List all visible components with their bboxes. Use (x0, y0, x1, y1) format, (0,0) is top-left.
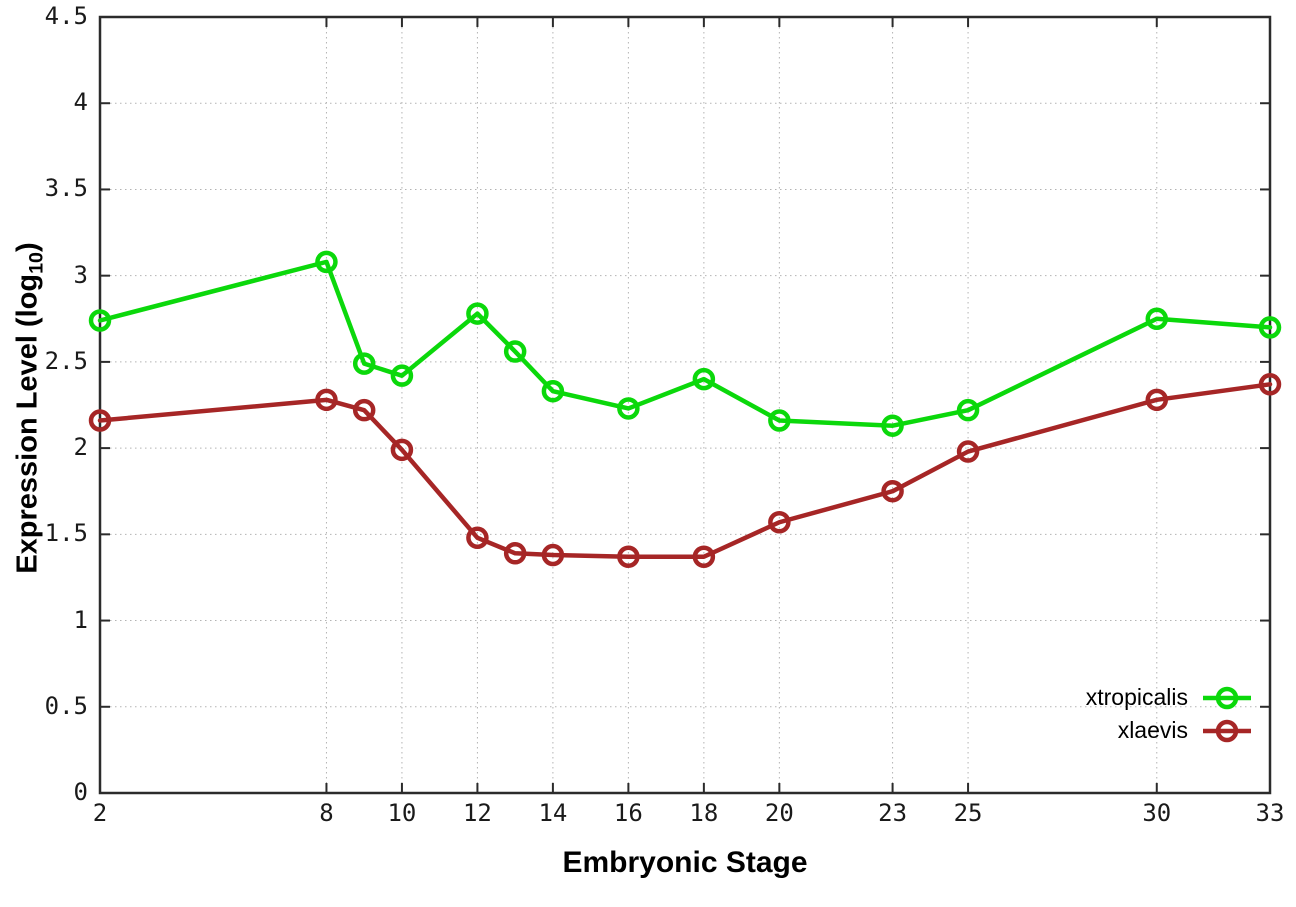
data-point-xtropicalis (1145, 307, 1169, 331)
legend-label-xtropicalis: xtropicalis (1085, 684, 1188, 710)
x-axis-title: Embryonic Stage (562, 846, 808, 879)
y-tick-label: 1.5 (44, 519, 88, 548)
y-tick-label: 4 (73, 88, 88, 117)
data-point-xtropicalis (503, 340, 527, 363)
legend-marker-circle (1215, 686, 1239, 709)
y-tick-label: 0.5 (44, 691, 88, 720)
data-point-xtropicalis (466, 302, 489, 325)
legend-item-xlaevis: xlaevis (1086, 714, 1253, 747)
data-point-xtropicalis (352, 352, 376, 375)
y-tick-label: 1 (73, 605, 88, 634)
data-point-xlaevis (1258, 373, 1282, 396)
y-tick-label: 3.5 (44, 174, 88, 203)
legend-marker-xtropicalis (1203, 686, 1251, 709)
data-point-xlaevis (466, 526, 489, 550)
data-point-xtropicalis (881, 414, 904, 437)
y-tick-label: 3 (73, 260, 88, 289)
data-point-xlaevis (1145, 388, 1169, 412)
y-tick-label: 0 (73, 778, 88, 806)
y-tick-label: 2.5 (44, 346, 88, 375)
data-point-xlaevis (503, 542, 527, 565)
x-tick-label: 18 (689, 799, 719, 827)
x-tick-label: 2 (92, 799, 108, 827)
x-tick-label: 10 (387, 799, 417, 827)
data-point-xlaevis (315, 388, 338, 412)
series-line-xtropicalis (97, 259, 1273, 428)
data-point-xtropicalis (617, 397, 640, 420)
data-point-xlaevis (541, 543, 565, 567)
data-point-xtropicalis (390, 364, 414, 387)
data-point-xlaevis (768, 511, 791, 534)
x-tick-label: 23 (878, 799, 908, 827)
data-point-xtropicalis (768, 409, 791, 432)
data-point-xlaevis (88, 409, 112, 432)
data-point-xlaevis (956, 440, 980, 463)
x-tick-label: 30 (1142, 799, 1172, 827)
series-line-xlaevis (97, 382, 1273, 560)
x-tick-label: 33 (1255, 799, 1285, 827)
y-tick-label: 2 (73, 433, 88, 462)
legend: xtropicalis xlaevis (1086, 681, 1253, 747)
x-tick-label: 12 (462, 799, 492, 827)
x-tick-label: 8 (319, 799, 334, 827)
plot-border (98, 15, 1272, 795)
legend-item-xtropicalis: xtropicalis (1086, 681, 1253, 714)
data-point-xlaevis (692, 545, 716, 569)
data-point-xtropicalis (541, 379, 565, 403)
legend-marker-circle (1215, 719, 1239, 742)
data-point-xlaevis (390, 438, 414, 462)
legend-label-xlaevis: xlaevis (1117, 717, 1188, 743)
data-point-xtropicalis (692, 367, 716, 391)
x-tick-label: 14 (538, 799, 568, 827)
data-point-xlaevis (617, 545, 640, 569)
x-tick-label: 25 (953, 799, 983, 827)
data-point-xtropicalis (88, 309, 112, 332)
data-point-xlaevis (352, 398, 376, 422)
data-point-xtropicalis (315, 250, 338, 274)
x-tick-label: 20 (764, 799, 794, 827)
y-tick-label: 4.5 (44, 2, 88, 30)
data-point-xlaevis (881, 479, 904, 503)
x-tick-label: 16 (613, 799, 643, 827)
data-point-xtropicalis (1258, 316, 1282, 339)
y-axis-title-suffix: ) (11, 242, 44, 252)
legend-marker-xlaevis (1203, 719, 1251, 742)
data-point-xtropicalis (956, 398, 980, 422)
